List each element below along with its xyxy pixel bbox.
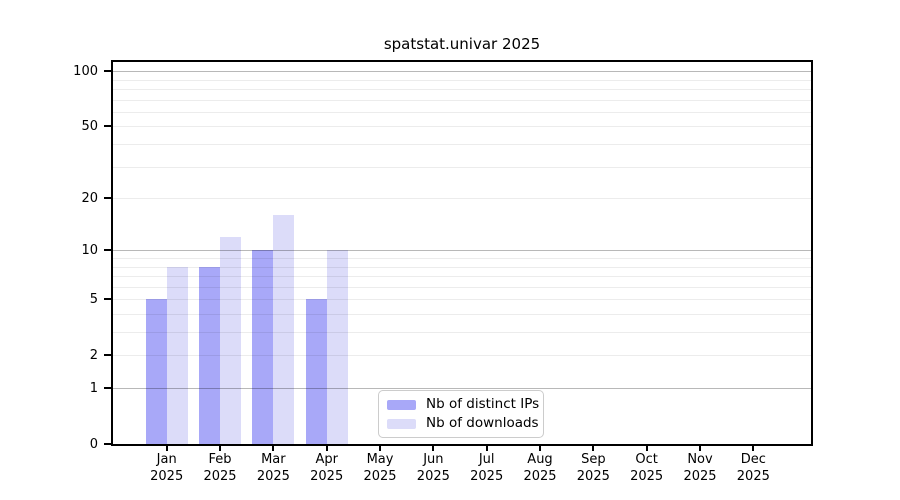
gridline-minor: [113, 144, 811, 146]
y-axis-tick: [104, 197, 111, 200]
x-tick-label: Sep 2025: [576, 452, 610, 484]
y-axis-tick: [104, 298, 111, 301]
gridline-minor: [113, 332, 811, 334]
gridline-minor: [113, 111, 811, 113]
legend-swatch-distinct-ips: [387, 399, 416, 410]
x-tick-label: Apr 2025: [310, 452, 344, 484]
y-tick-label: 2: [89, 347, 98, 363]
x-axis-tick: [699, 446, 701, 451]
legend-swatch-downloads: [387, 418, 416, 429]
gridline-minor: [113, 79, 811, 81]
plot-layers: [113, 62, 811, 444]
legend-entry-distinct-ips: Nb of distinct IPs: [387, 397, 543, 412]
legend-label-distinct-ips: Nb of distinct IPs: [426, 396, 540, 412]
y-axis-tick: [104, 354, 111, 357]
plot-area: [111, 60, 813, 446]
y-axis-tick: [104, 443, 111, 445]
gridline-major: [113, 71, 811, 73]
y-tick-label: 0: [89, 436, 98, 452]
legend: Nb of distinct IPs Nb of downloads: [378, 390, 544, 438]
gridline-minor: [113, 166, 811, 168]
y-tick-label: 10: [81, 242, 98, 258]
x-tick-label: Jan 2025: [150, 452, 184, 484]
bar-distinct-ips: [145, 299, 167, 444]
x-tick-label: Jul 2025: [470, 452, 504, 484]
y-tick-label: 5: [89, 291, 98, 307]
gridline-minor: [113, 89, 811, 91]
gridline-minor: [113, 198, 811, 200]
x-axis-tick: [165, 446, 168, 451]
x-axis-tick: [752, 446, 755, 451]
gridline-major: [113, 250, 811, 252]
bar-downloads: [326, 250, 348, 444]
x-axis-tick: [592, 446, 595, 451]
y-axis-tick: [104, 70, 111, 73]
gridline-minor: [113, 286, 811, 288]
y-axis-tick: [104, 387, 111, 389]
gridline-minor: [113, 276, 811, 278]
bar-downloads: [220, 236, 242, 444]
bar-distinct-ips: [252, 250, 274, 444]
x-axis-tick: [645, 446, 648, 451]
x-tick-label: Nov 2025: [683, 452, 717, 484]
y-tick-label: 20: [81, 190, 98, 206]
bar-downloads: [166, 266, 188, 444]
gridline-minor: [113, 99, 811, 101]
gridline-minor: [113, 258, 811, 259]
x-axis-tick: [272, 446, 275, 451]
x-tick-label: Aug 2025: [523, 452, 557, 484]
legend-entry-downloads: Nb of downloads: [387, 416, 543, 431]
x-tick-label: Feb 2025: [203, 452, 237, 484]
y-tick-label: 1: [89, 380, 98, 396]
gridline-minor: [113, 313, 811, 315]
bar-downloads: [273, 215, 295, 444]
gridline-minor: [113, 266, 811, 268]
x-axis-tick: [325, 446, 328, 451]
y-tick-label: 100: [73, 63, 98, 79]
gridline-minor: [113, 355, 811, 357]
x-tick-label: Oct 2025: [630, 452, 664, 484]
x-tick-label: Jun 2025: [416, 452, 450, 484]
x-tick-label: Dec 2025: [736, 452, 770, 484]
gridline-minor: [113, 299, 811, 301]
gridline-major: [113, 388, 811, 389]
y-axis-tick: [104, 249, 111, 252]
legend-label-downloads: Nb of downloads: [426, 415, 539, 431]
x-axis-tick: [539, 446, 541, 451]
chart-title: spatstat.univar 2025: [383, 35, 541, 53]
gridline-minor: [113, 126, 811, 128]
y-axis-tick: [104, 125, 111, 128]
x-axis-tick: [432, 446, 435, 451]
y-tick-label: 50: [81, 118, 98, 134]
bar-distinct-ips: [199, 266, 221, 444]
x-axis-tick: [485, 446, 488, 451]
bar-distinct-ips: [305, 299, 327, 444]
x-axis-tick: [379, 446, 382, 451]
x-tick-label: May 2025: [363, 452, 397, 484]
x-axis-tick: [219, 446, 222, 451]
x-tick-label: Mar 2025: [256, 452, 290, 484]
